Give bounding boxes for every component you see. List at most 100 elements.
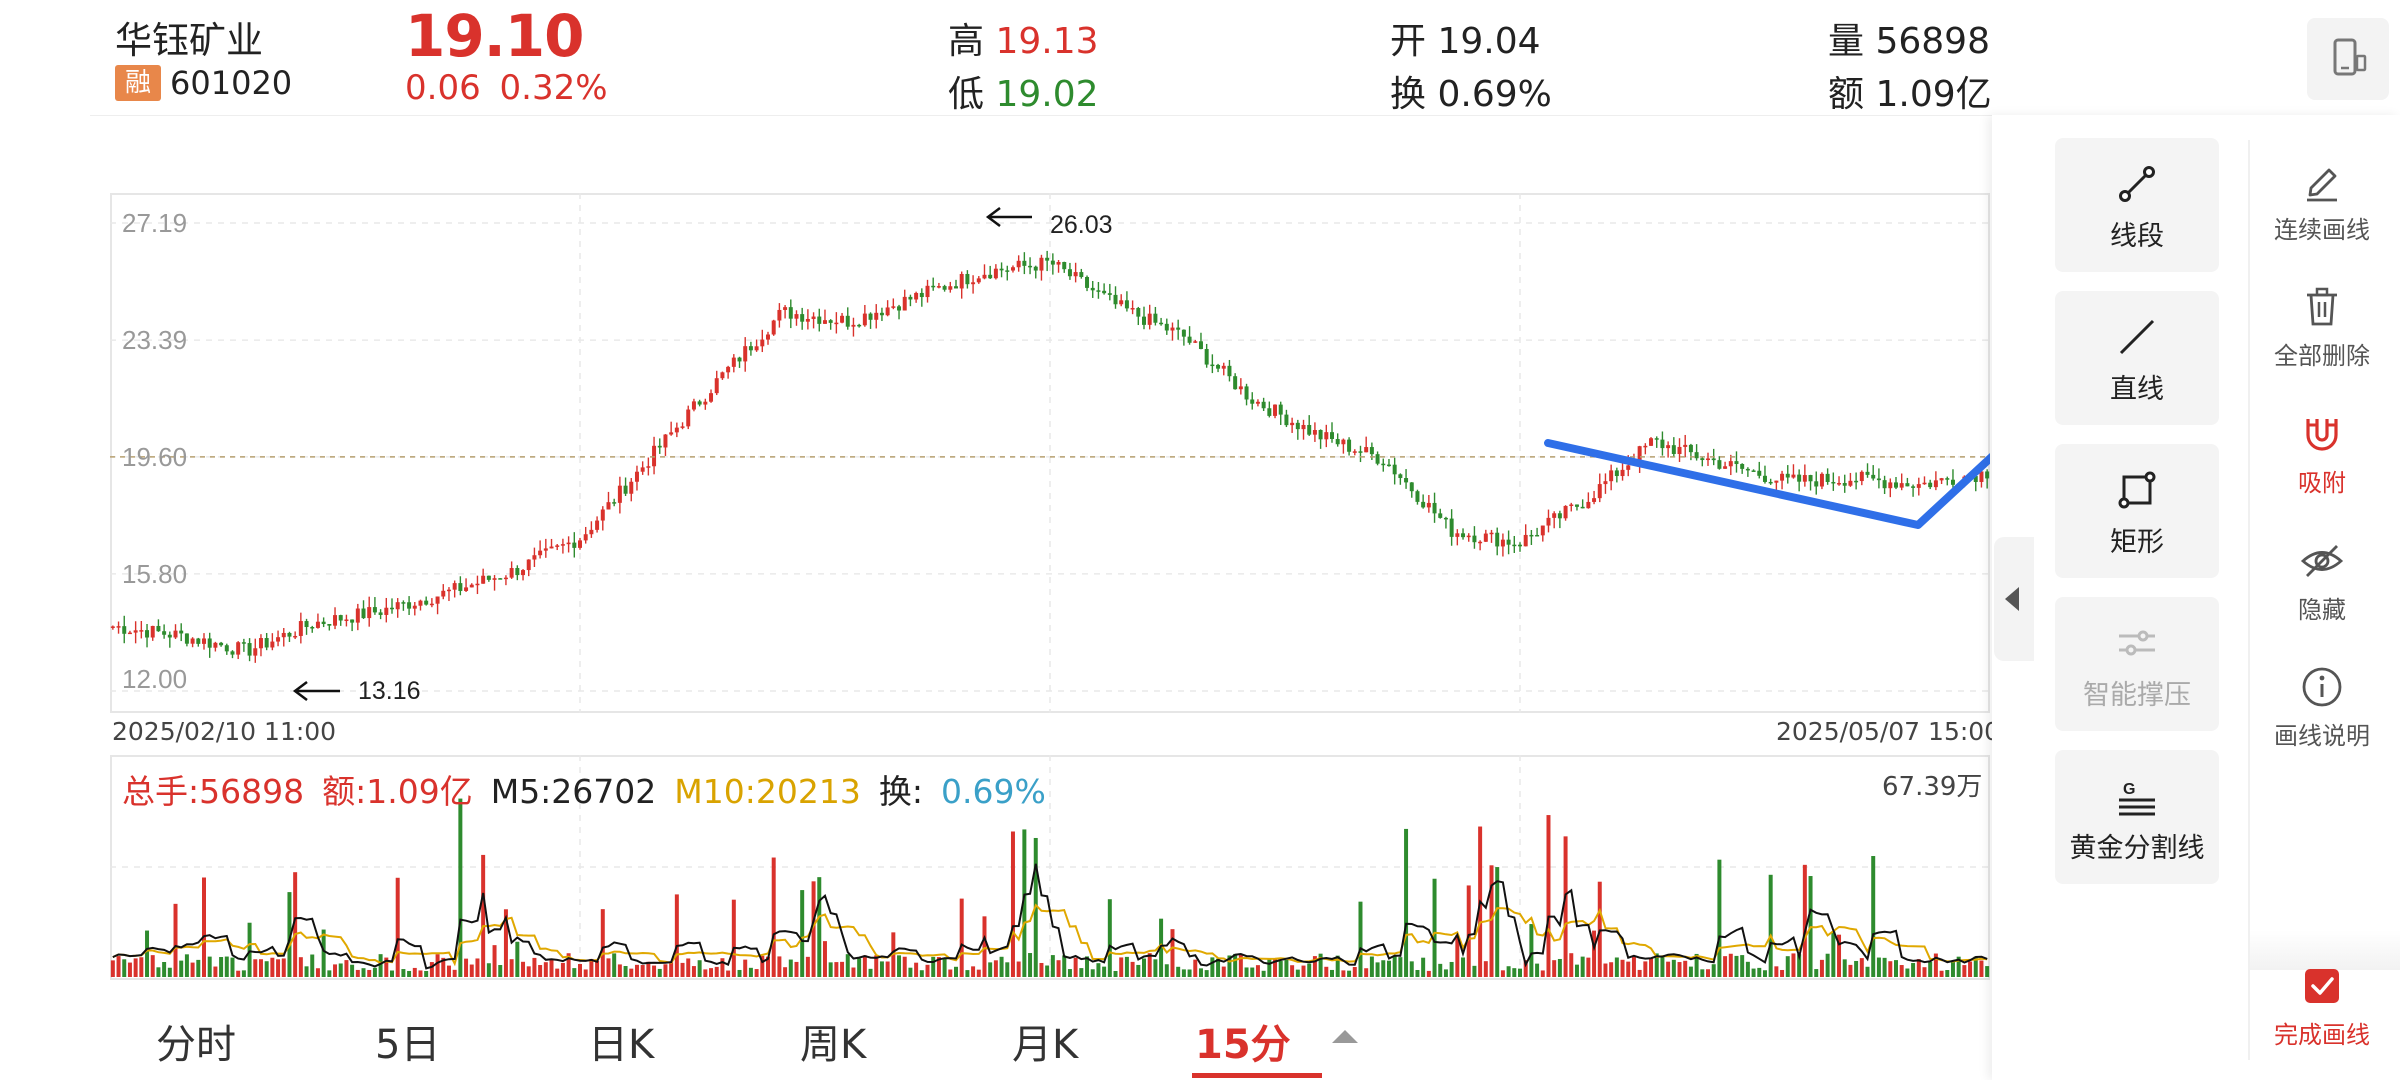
rotate-screen-button[interactable] bbox=[2307, 18, 2389, 100]
candle-body bbox=[509, 568, 514, 578]
volume-bar bbox=[241, 970, 246, 977]
candle-body bbox=[1945, 478, 1950, 480]
volume-bar bbox=[1580, 956, 1585, 977]
candle-body bbox=[1569, 504, 1574, 506]
candle-body bbox=[1016, 260, 1021, 268]
candle-body bbox=[1694, 452, 1699, 459]
volume-bar bbox=[184, 954, 189, 977]
volume-bar bbox=[697, 960, 702, 977]
volume-bar bbox=[982, 916, 987, 977]
tab-5day[interactable]: 5日 bbox=[375, 1022, 441, 1068]
candle-body bbox=[1523, 534, 1528, 547]
volume-bar bbox=[954, 966, 958, 977]
end-date: 2025/05/07 15:00 bbox=[1776, 717, 2001, 746]
tool-rect[interactable]: 矩形 bbox=[2055, 444, 2219, 578]
tool-smart-label: 智能撑压 bbox=[2083, 680, 2191, 711]
candle-body bbox=[1842, 483, 1847, 486]
candle-body bbox=[1574, 504, 1579, 507]
candle-body bbox=[1466, 535, 1471, 538]
candle-body bbox=[1495, 532, 1500, 547]
candle-body bbox=[1398, 474, 1403, 479]
volume-bar bbox=[862, 955, 867, 977]
tab-daily[interactable]: 日K bbox=[588, 1022, 655, 1068]
candle-body bbox=[1512, 544, 1517, 547]
candle-body bbox=[788, 307, 793, 319]
candle-body bbox=[1797, 474, 1802, 482]
candle-body bbox=[617, 485, 622, 503]
volume-bar bbox=[1688, 966, 1693, 977]
candle-body bbox=[674, 427, 679, 433]
candle-body bbox=[1050, 260, 1055, 265]
volume-bar bbox=[1204, 970, 1209, 977]
volume-bar bbox=[1631, 955, 1636, 977]
candle-body bbox=[338, 615, 343, 621]
volume-chart[interactable] bbox=[110, 755, 1990, 980]
volume-bar bbox=[315, 968, 320, 977]
drawn-trend-line[interactable] bbox=[1544, 399, 2054, 529]
candle-body bbox=[1204, 349, 1209, 365]
volume-bar bbox=[1290, 965, 1295, 977]
volume-bar bbox=[1301, 965, 1306, 977]
candle-body bbox=[1273, 404, 1278, 416]
volume-bar bbox=[1010, 831, 1015, 977]
volume-bar bbox=[1814, 969, 1819, 977]
candle-body bbox=[1102, 290, 1107, 294]
volume-bar bbox=[720, 958, 725, 977]
candle-body bbox=[1142, 316, 1146, 325]
volume-bar bbox=[412, 967, 417, 977]
candle-body bbox=[714, 378, 719, 394]
volume-bar bbox=[207, 956, 212, 977]
candle-body bbox=[1278, 404, 1283, 415]
tool-smart-support[interactable]: 智能撑压 bbox=[2055, 597, 2219, 731]
candle-body bbox=[173, 630, 178, 638]
continuous-draw-button[interactable]: 连续画线 bbox=[2262, 158, 2382, 245]
candle-body bbox=[845, 315, 850, 327]
candle-body bbox=[287, 632, 292, 637]
drawing-help-button[interactable]: 画线说明 bbox=[2262, 664, 2382, 751]
tab-15min[interactable]: 15分 bbox=[1195, 1022, 1291, 1068]
golden-ratio-icon: G bbox=[2119, 781, 2155, 816]
volume-bar bbox=[1238, 954, 1243, 977]
finish-drawing-button[interactable]: 完成画线 bbox=[2262, 963, 2382, 1050]
volume-bar bbox=[971, 966, 976, 977]
candle-body bbox=[1950, 479, 1955, 485]
tab-intraday[interactable]: 分时 bbox=[156, 1022, 236, 1068]
candle-body bbox=[1426, 502, 1431, 508]
period-expand-icon[interactable] bbox=[1332, 1030, 1358, 1043]
tab-monthly[interactable]: 月K bbox=[1012, 1022, 1079, 1068]
snap-button[interactable]: 吸附 bbox=[2262, 411, 2382, 498]
volume-bar bbox=[219, 957, 224, 977]
tool-line[interactable]: 直线 bbox=[2055, 291, 2219, 425]
volume-bar bbox=[1859, 958, 1864, 977]
candle-body bbox=[1985, 471, 1990, 479]
stock-code: 601020 bbox=[170, 64, 293, 102]
candle-body bbox=[669, 432, 674, 435]
volume-bar bbox=[1250, 967, 1255, 977]
candle-body bbox=[1375, 454, 1380, 464]
tool-rect-label: 矩形 bbox=[2110, 527, 2164, 558]
candle-body bbox=[726, 366, 731, 373]
candle-body bbox=[184, 633, 189, 644]
tool-segment[interactable]: 线段 bbox=[2055, 138, 2219, 272]
candle-body bbox=[521, 570, 526, 576]
kline-chart[interactable]: 27.19 23.39 19.60 15.80 12.00 26.03 13.16 bbox=[110, 193, 2054, 713]
delete-all-button[interactable]: 全部删除 bbox=[2262, 284, 2382, 371]
volume-bar bbox=[1312, 956, 1317, 977]
volume-max: 67.39万 bbox=[1882, 772, 1983, 802]
volume-bar bbox=[1216, 958, 1221, 977]
collapse-panel-button[interactable] bbox=[1994, 537, 2034, 661]
candle-body bbox=[1301, 424, 1306, 430]
volume-bar bbox=[1364, 968, 1369, 977]
volume-bar bbox=[1614, 957, 1619, 977]
volume-bar bbox=[1267, 959, 1272, 977]
volume-bar bbox=[1523, 960, 1528, 977]
tool-golden-label: 黄金分割线 bbox=[2069, 833, 2205, 864]
volume-bar bbox=[1785, 956, 1790, 977]
volume-bar bbox=[942, 957, 947, 977]
candle-body bbox=[1221, 365, 1226, 369]
tool-golden-ratio[interactable]: G 黄金分割线 bbox=[2055, 750, 2219, 884]
hide-button[interactable]: 隐藏 bbox=[2262, 538, 2382, 625]
volume-bar bbox=[503, 909, 508, 977]
tab-weekly[interactable]: 周K bbox=[800, 1022, 867, 1068]
volume-bar bbox=[680, 962, 685, 977]
